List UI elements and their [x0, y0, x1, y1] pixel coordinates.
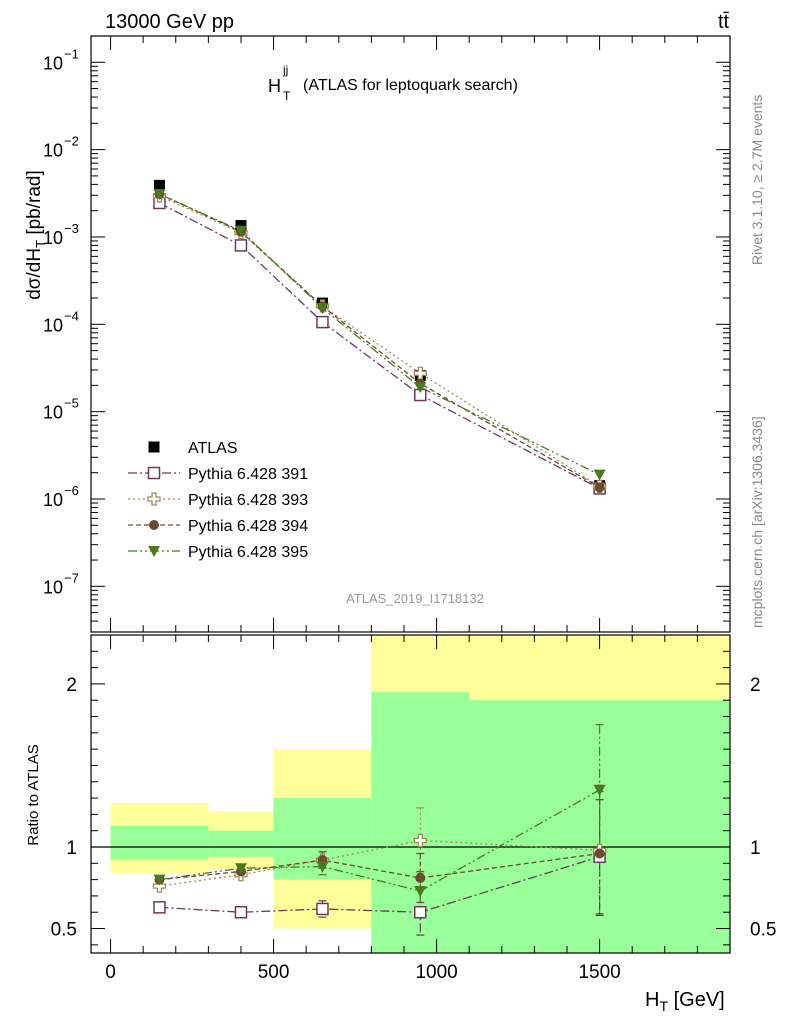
ratio-point-s4-p3 — [414, 886, 427, 898]
legend-marker — [149, 520, 159, 530]
main-y-tick-exponent: −5 — [64, 396, 79, 411]
x-tick-label: 1500 — [578, 962, 620, 983]
legend-label: Pythia 6.428 395 — [188, 544, 308, 561]
ratio-y-tick-labels: 0.5 0.5 1 1 2 2 — [51, 675, 777, 941]
legend-label: Pythia 6.428 394 — [188, 518, 308, 535]
header-process-label: tt̄ — [718, 11, 730, 33]
legend-marker — [147, 492, 161, 506]
mcplots-label: mcplots.cern.ch [arXiv:1306.3436] — [749, 416, 765, 628]
main-y-tick-exponent: −3 — [64, 221, 79, 236]
main-y-tick-exponent: −6 — [64, 483, 79, 498]
ratio-y-tick-label: 1 — [66, 838, 77, 859]
main-y-tick-exponent: −2 — [64, 134, 79, 149]
ratio-point-s2-p3 — [413, 833, 427, 848]
main-panel: 10−110−210−310−410−510−610−7 H jj T (ATL… — [24, 35, 731, 633]
main-y-tick-label: 10 — [43, 577, 63, 597]
plot-title: H — [268, 76, 281, 96]
ratio-series-layer — [152, 724, 607, 936]
plot-title-subscript: T — [283, 89, 291, 103]
legend-label: ATLAS — [188, 440, 238, 457]
main-y-tick-label: 10 — [43, 403, 63, 423]
x-axis-label: HT [GeV] — [645, 989, 725, 1014]
main-point-s0-p0 — [153, 179, 165, 191]
header-energy-label: 13000 GeV pp — [105, 11, 234, 33]
main-point-s4-p1 — [234, 225, 247, 237]
ratio-point-s1-p2 — [316, 902, 329, 916]
ratio-point-s4-p1 — [234, 863, 247, 875]
ratio-point-s3-p3 — [415, 872, 426, 883]
legend-marker — [148, 546, 160, 557]
rivet-version-label: Rivet 3.1.10, ≥ 2.7M events — [749, 95, 765, 265]
main-point-s1-p2 — [316, 315, 329, 329]
plot-title-rest: (ATLAS for leptoquark search) — [303, 77, 518, 94]
green-band-segment — [110, 825, 209, 861]
main-y-tick-label: 10 — [43, 490, 63, 510]
main-frame — [90, 35, 731, 633]
legend-marker — [147, 466, 161, 480]
ratio-y-tick-label: 2 — [66, 675, 77, 696]
legend-label: Pythia 6.428 391 — [188, 466, 308, 483]
svg-text:dσ/dHT [pb/rad]: dσ/dHT [pb/rad] — [24, 170, 48, 300]
ratio-point-s1-p0 — [153, 901, 166, 914]
main-point-s4-p2 — [316, 303, 329, 315]
legend-marker — [148, 441, 160, 453]
main-y-axis-label: dσ/dHT [pb/rad] — [24, 170, 48, 300]
ratio-y-axis-label: Ratio to ATLAS — [25, 744, 42, 845]
main-y-tick-exponent: −7 — [64, 570, 79, 585]
ratio-y-tick-label: 0.5 — [51, 920, 77, 941]
ratio-axis-ticks — [91, 635, 731, 953]
main-y-tick-exponent: −1 — [64, 46, 79, 61]
main-axis-ticks — [91, 35, 731, 633]
ratio-y-tick-label-right: 2 — [750, 675, 761, 696]
main-y-tick-label: 10 — [43, 53, 63, 73]
main-y-tick-label: 10 — [43, 141, 63, 161]
ratio-y-tick-label-right: 1 — [750, 838, 761, 859]
main-point-s4-p0 — [153, 189, 166, 201]
ratio-point-s1-p3 — [414, 905, 427, 919]
x-tick-label: 0 — [105, 962, 116, 983]
ratio-point-s4-p0 — [153, 874, 166, 886]
main-point-s4-p3 — [414, 382, 427, 394]
ratio-point-s3-p4 — [594, 848, 605, 859]
x-tick-label: 500 — [258, 962, 290, 983]
ratio-panel: 0.5 0.5 1 1 2 2 Ratio to ATLAS 0 500 1000 1500 H… — [25, 634, 777, 1014]
ratio-point-s1-p1 — [234, 905, 248, 919]
main-y-tick-label: 10 — [43, 228, 63, 248]
ratio-line-4 — [159, 789, 600, 892]
green-band-segment — [208, 830, 274, 857]
main-point-s4-p4 — [593, 469, 606, 481]
main-point-s3-p4 — [594, 482, 605, 493]
ratio-point-s4-p2 — [316, 861, 329, 873]
analysis-id-label: ATLAS_2019_I1718132 — [346, 591, 484, 606]
plot-title-superscript: jj — [282, 63, 288, 77]
ratio-y-tick-label-right: 0.5 — [750, 920, 776, 941]
legend-label: Pythia 6.428 393 — [188, 492, 308, 509]
series-line-1 — [159, 202, 600, 490]
main-y-tick-label: 10 — [43, 315, 63, 335]
ratio-point-s4-p4 — [593, 784, 606, 796]
x-tick-labels: 0 500 1000 1500 — [105, 962, 620, 983]
main-point-s1-p1 — [234, 239, 248, 252]
ratio-uncertainty-bands — [91, 635, 730, 953]
x-tick-label: 1000 — [415, 962, 457, 983]
main-series-layer — [152, 179, 607, 495]
ratio-line-1 — [159, 856, 600, 913]
ratio-frame — [90, 634, 731, 954]
legend: ATLAS Pythia 6.428 391 Pythia 6.428 393 Pyt… — [128, 440, 308, 561]
main-point-s0-p1 — [235, 220, 247, 232]
main-y-tick-labels: 10−110−210−310−410−510−610−7 — [43, 46, 79, 597]
series-line-4 — [159, 193, 600, 476]
main-y-tick-exponent: −4 — [64, 308, 79, 323]
